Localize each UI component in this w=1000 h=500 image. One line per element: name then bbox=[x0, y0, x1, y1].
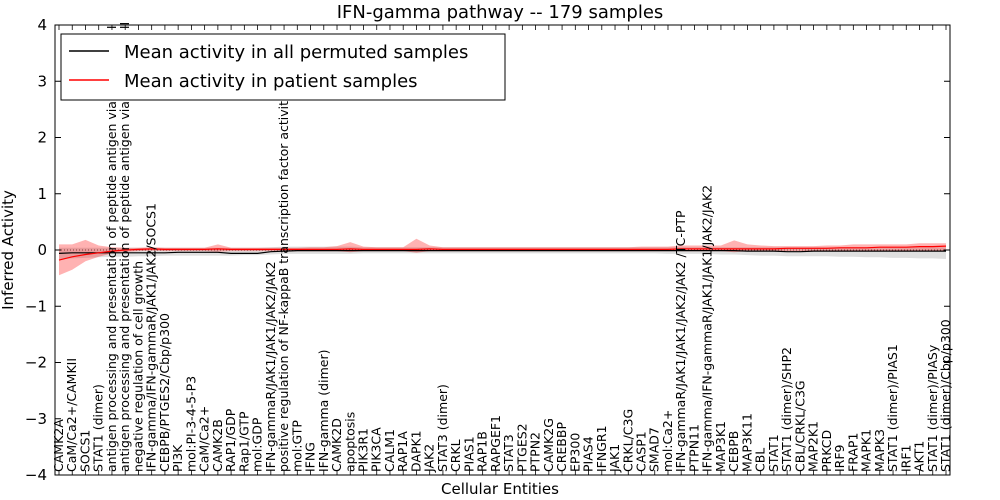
patient-mean-line bbox=[58, 245, 947, 261]
x-tick-label: IFNGR1 bbox=[594, 425, 609, 472]
x-tick-label: mol:GDP bbox=[250, 417, 265, 472]
x-tick-label: STAT3 bbox=[501, 434, 516, 472]
x-tick-label: PI3K bbox=[170, 444, 185, 472]
x-tick-label: FRAP1 bbox=[845, 433, 860, 472]
x-tick-label: JAK1 bbox=[607, 444, 622, 473]
legend-label-patient: Mean activity in patient samples bbox=[124, 71, 418, 92]
legend-label-permuted: Mean activity in all permuted samples bbox=[124, 42, 468, 63]
permuted-mean-line bbox=[58, 250, 946, 254]
x-tick-label: Rap1/GTP bbox=[236, 411, 251, 472]
x-tick-label: MAP2K1 bbox=[806, 421, 821, 472]
x-tick-label: PTPN2 bbox=[528, 432, 543, 472]
x-tick-label: IFN-gammaR/JAK1/JAK1/JAK2/JAK2 bbox=[263, 261, 278, 472]
x-tick-label: IFN-gammaR/JAK1/JAK1/JAK2/JAK2 /TC-PTP bbox=[673, 210, 688, 472]
x-tick-label: STAT1 (dimer)/Cbp/p300 bbox=[938, 319, 953, 472]
x-tick-label: STAT1 (dimer)/SHP2 bbox=[779, 347, 794, 472]
x-tick-label: negative regulation of cell growth bbox=[130, 261, 145, 472]
x-tick-label: RAPGEF1 bbox=[488, 415, 503, 472]
x-tick-label: antigen processing and presentation of p… bbox=[117, 22, 132, 472]
x-tick-label: RAP1/GDP bbox=[223, 408, 238, 472]
x-tick-label: CAMK2G bbox=[541, 418, 556, 472]
x-tick-label: RAP1B bbox=[475, 431, 490, 472]
x-tick-label: PIK3R1 bbox=[355, 428, 370, 472]
x-tick-label: STAT3 (dimer) bbox=[435, 384, 450, 472]
x-tick-label: PIAS4 bbox=[581, 436, 596, 472]
x-tick-label: IFN-gamma/IFN-gammaR/JAK1/JAK1/JAK2/JAK2 bbox=[700, 185, 715, 472]
x-tick-label: PTPN11 bbox=[686, 424, 701, 472]
x-tick-label: MAP3K1 bbox=[713, 421, 728, 472]
x-tick-label: CAMK2B bbox=[210, 419, 225, 472]
x-tick-label: CBL/CRKL/C3G bbox=[792, 380, 807, 472]
x-axis-label: Cellular Entities bbox=[441, 480, 559, 498]
x-tick-label: antigen processing and presentation of p… bbox=[104, 25, 119, 472]
x-tick-label: CAMK2D bbox=[329, 418, 344, 472]
x-tick-label: mol:Ca2+ bbox=[660, 410, 675, 472]
x-tick-label: RAP1A bbox=[395, 431, 410, 472]
x-tick-label: STAT1 bbox=[766, 434, 781, 472]
x-tick-label: CRKL bbox=[448, 439, 463, 472]
y-tick-label: 2 bbox=[37, 129, 47, 147]
legend: Mean activity in all permuted samples Me… bbox=[60, 33, 506, 101]
y-tick-label: −4 bbox=[25, 466, 47, 484]
y-tick-label: 4 bbox=[37, 16, 47, 34]
y-tick-label: −1 bbox=[25, 297, 47, 315]
x-tick-label: PIK3CA bbox=[369, 427, 384, 472]
x-tick-label: CaM/Ca2+/CAMKII bbox=[64, 358, 79, 472]
x-tick-label: AKT1 bbox=[912, 441, 927, 472]
x-tick-label: MAPK3 bbox=[872, 429, 887, 472]
x-tick-label: mol:GTP bbox=[289, 420, 304, 472]
x-tick-label: DAPK1 bbox=[408, 430, 423, 472]
x-tick-label: CASP1 bbox=[634, 431, 649, 472]
x-tick-label: CRKL/C3G bbox=[620, 409, 635, 472]
x-tick-label: MAPK1 bbox=[859, 429, 874, 472]
y-tick-label: −2 bbox=[25, 354, 47, 372]
x-tick-label: CBL bbox=[753, 448, 768, 472]
legend-frame bbox=[60, 33, 506, 101]
x-tick-label: PIAS1 bbox=[461, 436, 476, 472]
y-tick-label: −3 bbox=[25, 410, 47, 428]
x-tick-label: SOCS1 bbox=[77, 430, 92, 472]
x-tick-label: CREBBP bbox=[554, 422, 569, 472]
x-tick-label: EP300 bbox=[567, 433, 582, 472]
x-tick-label: IFNG bbox=[303, 442, 318, 472]
y-tick-label: 1 bbox=[37, 185, 47, 203]
plot-frame bbox=[54, 24, 951, 476]
chart-title: IFN-gamma pathway -- 179 samples bbox=[337, 2, 664, 23]
x-tick-label: IFN-gamma/IFN-gammaR/JAK1/JAK2/SOCS1 bbox=[144, 203, 159, 472]
x-tick-label: STAT1 (dimer)/PIASy bbox=[925, 344, 940, 472]
x-tick-label: SMAD7 bbox=[647, 427, 662, 472]
x-tick-label: positive regulation of NF-kappaB transcr… bbox=[276, 93, 291, 472]
x-tick-label: IRF1 bbox=[898, 444, 913, 472]
x-tick-label: PTGES2 bbox=[514, 423, 529, 472]
x-tick-label: apoptosis bbox=[342, 412, 357, 472]
x-tick-label: PRKCD bbox=[819, 430, 834, 472]
x-tick-label: CaM/Ca2+ bbox=[197, 406, 212, 472]
x-tick-label: STAT1 (dimer)/PIAS1 bbox=[885, 344, 900, 472]
y-axis-label: Inferred Activity bbox=[0, 190, 17, 310]
x-tick-label: STAT1 (dimer) bbox=[91, 384, 106, 472]
x-tick-label: MAP3K11 bbox=[739, 413, 754, 472]
x-tick-label: CALM1 bbox=[382, 429, 397, 472]
x-tick-label: JAK2 bbox=[422, 444, 437, 473]
y-tick-label: 0 bbox=[37, 241, 47, 259]
y-tick-label: 3 bbox=[37, 72, 47, 90]
x-tick-label: IFN-gamma (dimer) bbox=[316, 350, 331, 473]
x-tick-label: CEBPB/PTGES2/Cbp/p300 bbox=[157, 313, 172, 472]
x-tick-label: IRF9 bbox=[832, 444, 847, 472]
x-tick-label: mol:PI-3-4-5-P3 bbox=[183, 376, 198, 472]
patient-confidence-band bbox=[59, 238, 946, 276]
x-tick-label: CEBPB bbox=[726, 431, 741, 472]
